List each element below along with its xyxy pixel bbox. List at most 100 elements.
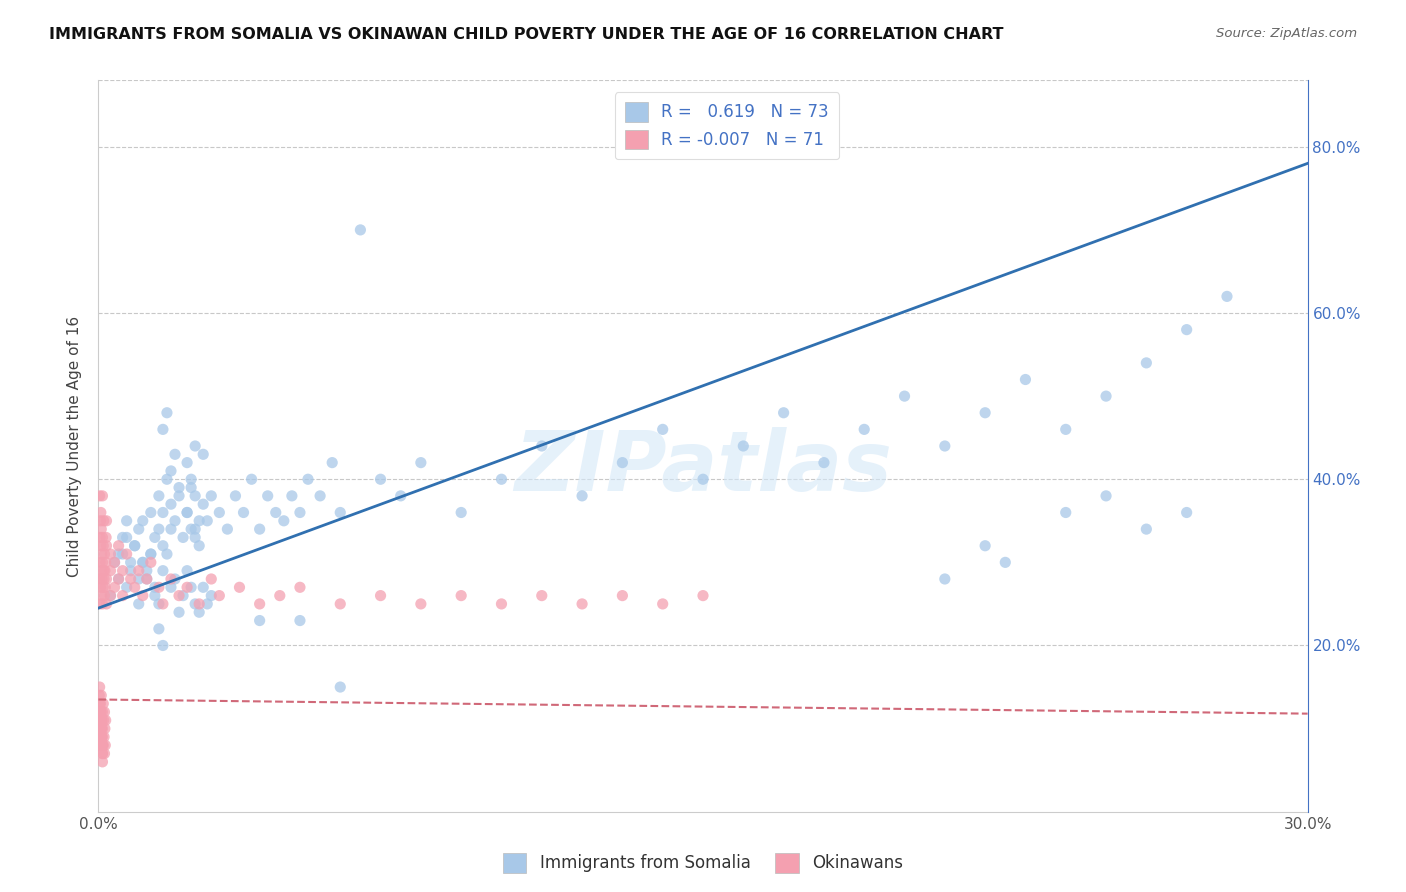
Point xyxy=(160,497,183,511)
Point xyxy=(90,722,112,736)
Point xyxy=(167,589,190,603)
Point xyxy=(692,589,714,603)
Point xyxy=(692,472,714,486)
Point xyxy=(612,456,634,470)
Point xyxy=(89,714,111,728)
Point xyxy=(90,730,112,744)
Point xyxy=(530,439,553,453)
Point xyxy=(450,506,472,520)
Legend: Immigrants from Somalia, Okinawans: Immigrants from Somalia, Okinawans xyxy=(496,847,910,880)
Point xyxy=(148,580,170,594)
Point xyxy=(90,547,112,561)
Point xyxy=(148,597,170,611)
Point xyxy=(297,472,319,486)
Point xyxy=(91,730,114,744)
Point xyxy=(491,472,513,486)
Point xyxy=(1054,506,1077,520)
Point xyxy=(93,705,115,719)
Point xyxy=(148,522,170,536)
Point xyxy=(96,539,118,553)
Point xyxy=(91,738,114,752)
Point xyxy=(94,738,117,752)
Point xyxy=(90,564,112,578)
Point xyxy=(132,555,155,569)
Point xyxy=(152,564,174,578)
Point xyxy=(193,580,215,594)
Point xyxy=(124,539,146,553)
Point xyxy=(269,589,291,603)
Point xyxy=(571,489,593,503)
Point xyxy=(89,730,111,744)
Point xyxy=(90,714,112,728)
Point xyxy=(1014,372,1036,386)
Point xyxy=(89,697,111,711)
Point xyxy=(184,597,207,611)
Point xyxy=(139,547,162,561)
Point xyxy=(89,722,111,736)
Point xyxy=(188,605,211,619)
Point xyxy=(93,564,115,578)
Point xyxy=(1216,289,1239,303)
Point xyxy=(91,747,114,761)
Point xyxy=(89,689,111,703)
Point xyxy=(195,514,218,528)
Point xyxy=(148,622,170,636)
Point xyxy=(132,514,155,528)
Point xyxy=(115,514,138,528)
Point xyxy=(135,572,157,586)
Point xyxy=(1095,389,1118,403)
Point xyxy=(228,580,250,594)
Point xyxy=(163,572,186,586)
Point xyxy=(90,738,112,752)
Point xyxy=(893,389,915,403)
Point xyxy=(180,472,202,486)
Point xyxy=(115,547,138,561)
Point xyxy=(135,572,157,586)
Point xyxy=(93,547,115,561)
Point xyxy=(172,530,194,544)
Point xyxy=(934,572,956,586)
Point xyxy=(89,722,111,736)
Point xyxy=(651,597,673,611)
Point xyxy=(91,572,114,586)
Point xyxy=(103,555,125,569)
Point xyxy=(200,589,222,603)
Point xyxy=(89,697,111,711)
Text: ZIPatlas: ZIPatlas xyxy=(515,427,891,508)
Point xyxy=(188,539,211,553)
Point xyxy=(176,564,198,578)
Point xyxy=(184,530,207,544)
Point xyxy=(288,506,311,520)
Point xyxy=(184,489,207,503)
Point xyxy=(232,506,254,520)
Point xyxy=(176,506,198,520)
Point xyxy=(94,580,117,594)
Point xyxy=(96,572,118,586)
Point xyxy=(91,747,114,761)
Point xyxy=(329,506,352,520)
Point xyxy=(180,580,202,594)
Point xyxy=(176,580,198,594)
Point xyxy=(128,572,150,586)
Point xyxy=(91,580,114,594)
Point xyxy=(93,589,115,603)
Point xyxy=(571,597,593,611)
Point xyxy=(91,755,114,769)
Point xyxy=(128,522,150,536)
Point xyxy=(93,714,115,728)
Point xyxy=(94,722,117,736)
Point xyxy=(249,597,271,611)
Point xyxy=(934,439,956,453)
Point xyxy=(193,447,215,461)
Point xyxy=(96,597,118,611)
Point xyxy=(91,539,114,553)
Y-axis label: Child Poverty Under the Age of 16: Child Poverty Under the Age of 16 xyxy=(67,316,83,576)
Point xyxy=(309,489,332,503)
Point xyxy=(152,506,174,520)
Point xyxy=(89,714,111,728)
Point xyxy=(176,456,198,470)
Point xyxy=(974,406,997,420)
Point xyxy=(156,472,179,486)
Point xyxy=(321,456,343,470)
Point xyxy=(160,522,183,536)
